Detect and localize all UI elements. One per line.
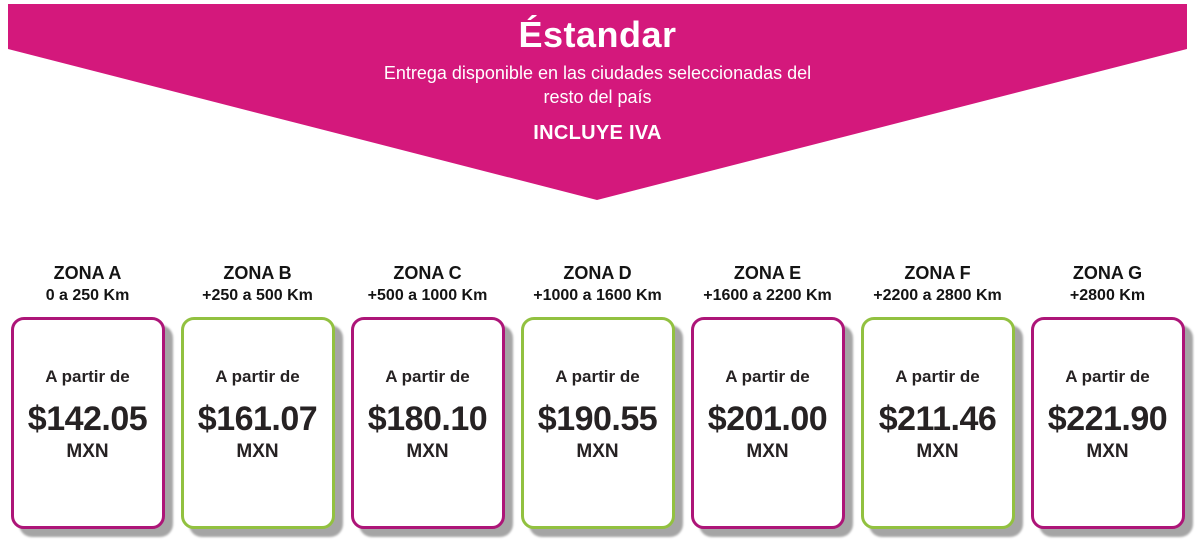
zone-range: +1000 a 1600 Km bbox=[533, 287, 662, 304]
zone-name: ZONA F bbox=[904, 263, 971, 283]
zone-price-card: A partir de $190.55 MXN bbox=[520, 317, 675, 529]
zone-range: +1600 a 2200 Km bbox=[703, 287, 832, 304]
zone-range: 0 a 250 Km bbox=[45, 287, 130, 304]
zone-price-card: A partir de $221.90 MXN bbox=[1030, 317, 1185, 529]
price-prefix: A partir de bbox=[45, 367, 130, 386]
price-value: $180.10 bbox=[367, 400, 488, 438]
zone-price-card: A partir de $201.00 MXN bbox=[690, 317, 845, 529]
zone-name: ZONA B bbox=[223, 263, 292, 283]
zone-price-card: A partir de $161.07 MXN bbox=[180, 317, 335, 529]
zone-name: ZONA D bbox=[563, 263, 632, 283]
zone-range: +2800 Km bbox=[1069, 287, 1146, 304]
zone-range: +500 a 1000 Km bbox=[367, 287, 488, 304]
price-prefix: A partir de bbox=[215, 367, 300, 386]
zone-price-card: A partir de $211.46 MXN bbox=[860, 317, 1015, 529]
zone-name: ZONA C bbox=[393, 263, 462, 283]
zone-column: ZONA E +1600 a 2200 Km A partir de $201.… bbox=[690, 262, 845, 529]
price-prefix: A partir de bbox=[895, 367, 980, 386]
price-value: $161.07 bbox=[197, 400, 318, 438]
zone-column: ZONA G +2800 Km A partir de $221.90 MXN bbox=[1030, 262, 1185, 529]
price-value: $142.05 bbox=[27, 400, 148, 438]
price-prefix: A partir de bbox=[1065, 367, 1150, 386]
header-banner: Éstandar Entrega disponible en las ciuda… bbox=[0, 0, 1195, 210]
zones-row: ZONA A 0 a 250 Km A partir de $142.05 MX… bbox=[0, 262, 1195, 529]
price-currency: MXN bbox=[1086, 441, 1129, 462]
price-value: $211.46 bbox=[878, 400, 997, 438]
zone-name: ZONA G bbox=[1072, 263, 1143, 283]
zone-price-card: A partir de $180.10 MXN bbox=[350, 317, 505, 529]
zone-range: +250 a 500 Km bbox=[202, 287, 313, 304]
banner-ribbon-shape bbox=[8, 4, 1187, 200]
zone-column: ZONA F +2200 a 2800 Km A partir de $211.… bbox=[860, 262, 1015, 529]
zone-name: ZONA E bbox=[733, 263, 802, 283]
price-prefix: A partir de bbox=[385, 367, 470, 386]
banner-tax-note: INCLUYE IVA bbox=[533, 122, 662, 145]
zone-column: ZONA B +250 a 500 Km A partir de $161.07… bbox=[180, 262, 335, 529]
price-value: $190.55 bbox=[537, 400, 658, 438]
price-currency: MXN bbox=[576, 441, 619, 462]
price-prefix: A partir de bbox=[725, 367, 810, 386]
price-currency: MXN bbox=[746, 441, 789, 462]
zone-range: +2200 a 2800 Km bbox=[873, 287, 1002, 304]
price-currency: MXN bbox=[916, 441, 959, 462]
banner-subtitle: Entrega disponible en las ciudades selec… bbox=[383, 63, 812, 107]
zone-price-card: A partir de $142.05 MXN bbox=[10, 317, 165, 529]
price-value: $201.00 bbox=[707, 400, 828, 438]
zone-column: ZONA A 0 a 250 Km A partir de $142.05 MX… bbox=[10, 262, 165, 529]
price-prefix: A partir de bbox=[555, 367, 640, 386]
zone-column: ZONA C +500 a 1000 Km A partir de $180.1… bbox=[350, 262, 505, 529]
price-currency: MXN bbox=[236, 441, 279, 462]
zone-column: ZONA D +1000 a 1600 Km A partir de $190.… bbox=[520, 262, 675, 529]
zone-name: ZONA A bbox=[53, 263, 122, 283]
price-currency: MXN bbox=[66, 441, 109, 462]
price-value: $221.90 bbox=[1047, 400, 1168, 438]
price-currency: MXN bbox=[406, 441, 449, 462]
banner-title: Éstandar bbox=[518, 14, 677, 55]
banner-content: Éstandar Entrega disponible en las ciuda… bbox=[0, 14, 1195, 145]
